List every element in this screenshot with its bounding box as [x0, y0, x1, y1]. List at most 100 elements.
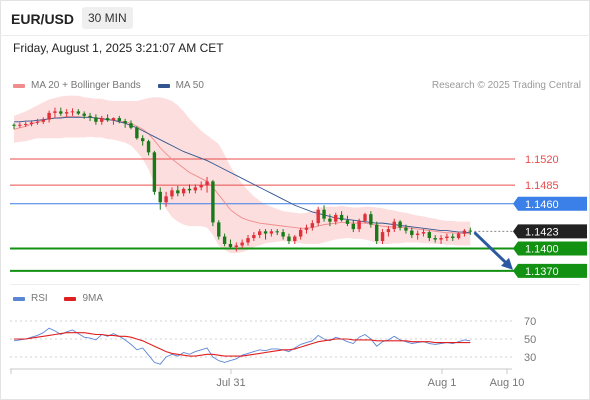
candle: [158, 187, 162, 210]
candle: [462, 229, 467, 237]
levels-layer: [10, 158, 517, 272]
candle: [176, 185, 180, 197]
candle: [380, 229, 385, 244]
rsi-series-RSI: [13, 327, 471, 365]
candle: [351, 220, 355, 233]
ma20-legend-label: MA 20 + Bollinger Bands: [31, 80, 141, 91]
x-tick-label: Jul 31: [216, 377, 245, 389]
candle: [433, 235, 437, 243]
candle: [64, 109, 69, 118]
candle: [293, 235, 297, 244]
candle: [375, 221, 379, 244]
level-label-1.1460: 1.1460: [525, 199, 559, 211]
candle: [363, 212, 367, 224]
candle: [269, 229, 274, 237]
rsi-legend-swatch: [13, 296, 25, 301]
candle: [199, 181, 203, 191]
timeframe-button[interactable]: 30 MIN: [82, 7, 133, 29]
candle: [398, 220, 402, 231]
candle: [421, 229, 426, 237]
x-axis: Jul 31 Aug 1 Aug 10: [10, 368, 525, 389]
candle: [59, 107, 63, 116]
candle: [53, 107, 57, 119]
candle: [152, 150, 157, 195]
candle: [234, 242, 238, 252]
rsi-panel: 70 50 30: [10, 316, 536, 365]
candle: [29, 120, 34, 127]
rsi-legend-label: RSI: [31, 293, 48, 304]
candle: [205, 176, 209, 193]
level-tag-1.1460: [513, 196, 587, 211]
panel-divider: [10, 284, 580, 285]
candle: [316, 206, 320, 227]
rsi-tick-70: 70: [524, 316, 536, 328]
rsi-legend: RSI 9MA: [13, 293, 117, 304]
level-label-1.1485: 1.1485: [525, 180, 559, 192]
candles-layer: [12, 107, 472, 252]
chart-header: EUR/USD 30 MIN: [0, 0, 590, 36]
bollinger-band: [14, 95, 471, 253]
candle: [94, 114, 98, 125]
candle: [47, 110, 51, 123]
candle: [100, 115, 104, 125]
candle: [228, 239, 233, 249]
candle: [193, 184, 198, 194]
candle: [415, 230, 420, 240]
level-label-1.1423: 1.1423: [525, 226, 559, 238]
candle: [246, 235, 250, 246]
candle: [111, 117, 116, 125]
level-label-1.1520: 1.1520: [525, 154, 559, 166]
candle: [146, 139, 151, 156]
level-tag-1.1370: [513, 263, 587, 278]
candle: [240, 239, 244, 249]
candle: [427, 230, 432, 242]
candle: [35, 118, 40, 125]
candle: [76, 109, 81, 116]
candle: [445, 233, 449, 242]
ma50-legend-label: MA 50: [175, 80, 204, 91]
candle: [287, 233, 291, 244]
forecast-arrowhead: [501, 257, 513, 270]
candle: [357, 218, 361, 233]
candle: [275, 229, 279, 236]
candle: [410, 227, 414, 239]
candle: [322, 205, 326, 222]
candle: [304, 224, 309, 234]
candle: [129, 120, 133, 130]
candle: [135, 126, 139, 140]
candle: [88, 112, 92, 122]
candle: [263, 229, 268, 240]
candle: [105, 114, 110, 122]
candle: [12, 123, 16, 130]
candle: [439, 235, 443, 244]
price-labels-layer: 1.1520 1.1485 1.1460 1.1423 1.1400 1.1370: [513, 154, 587, 278]
candle: [41, 117, 45, 125]
rsi-ma-legend-label: 9MA: [82, 293, 104, 304]
forecast-arrow: [473, 231, 508, 265]
candle: [310, 220, 315, 231]
candle: [70, 108, 75, 116]
candle: [24, 121, 28, 128]
rsi-tick-50: 50: [524, 334, 536, 346]
candle: [369, 211, 373, 228]
candle: [211, 179, 215, 227]
ma50-legend-swatch: [157, 83, 170, 88]
candle: [298, 227, 303, 240]
candle: [82, 111, 86, 119]
candle: [170, 187, 174, 200]
candle: [18, 122, 22, 128]
credit-text: Research © 2025 Trading Central: [431, 80, 581, 91]
level-label-1.1370: 1.1370: [525, 266, 559, 278]
candle: [281, 229, 285, 240]
symbol-label: EUR/USD: [11, 11, 75, 27]
header-divider: [0, 35, 590, 36]
x-tick-label: Aug 10: [490, 377, 525, 389]
candle: [334, 212, 338, 225]
candle: [187, 184, 192, 194]
rsi-series-9MA: [14, 332, 471, 357]
candle: [117, 115, 121, 124]
candle: [123, 118, 127, 128]
candle: [252, 232, 256, 242]
candle: [222, 233, 227, 247]
